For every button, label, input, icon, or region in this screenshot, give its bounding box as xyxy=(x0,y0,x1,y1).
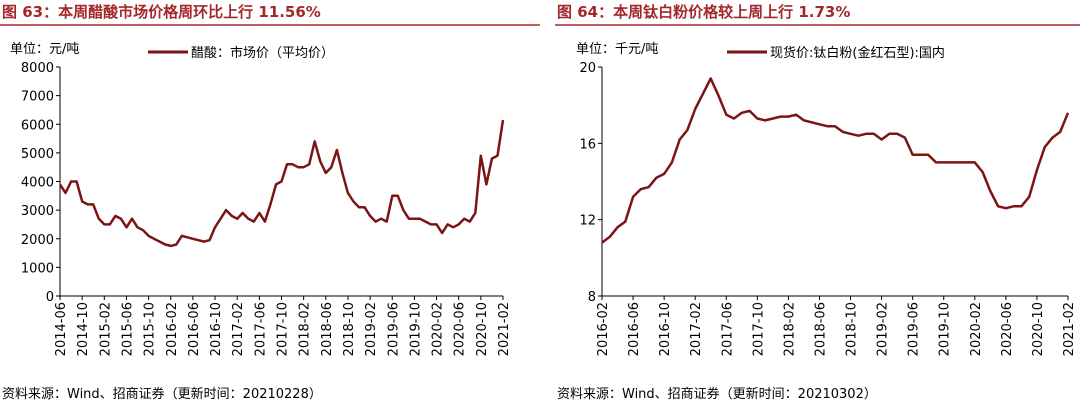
x-tick-label: 2019-02 xyxy=(364,302,379,356)
x-tick-label: 2016-06 xyxy=(627,302,642,356)
chart-panel: 图 64：本周钛白粉价格较上周上行 1.73% 单位：千元/吨 8 12 16 20 201… xyxy=(555,3,1080,402)
x-tick-label: 2019-02 xyxy=(876,302,891,356)
x-tick-label: 2020-02 xyxy=(431,302,446,356)
source-note: 资料来源：Wind、招商证券（更新时间：20210302） xyxy=(557,386,877,402)
y-tick-label: 2000 xyxy=(21,233,54,248)
x-tick-label: 2018-10 xyxy=(342,302,357,356)
x-tick-label: 2017-10 xyxy=(276,302,291,356)
y-tick-label: 5000 xyxy=(21,147,54,162)
x-tick-label: 2015-02 xyxy=(98,302,113,356)
x-tick-label: 2017-02 xyxy=(689,302,704,356)
x-tick-label: 2016-10 xyxy=(658,302,673,356)
x-tick-label: 2019-06 xyxy=(907,302,922,356)
x-tick-label: 2018-02 xyxy=(782,302,797,356)
x-tick-label: 2021-02 xyxy=(497,302,512,356)
source-note: 资料来源：Wind、招商证券（更新时间：20210228） xyxy=(2,386,322,402)
x-tick-label: 2017-06 xyxy=(253,302,268,356)
x-tick-label: 2018-06 xyxy=(813,302,828,356)
x-tick-label: 2018-06 xyxy=(320,302,335,356)
x-tick-label: 2015-10 xyxy=(143,302,158,356)
y-tick-label: 8 xyxy=(588,290,596,305)
x-tick-label: 2014-06 xyxy=(54,302,69,356)
chart-panel: 图 63：本周醋酸市场价格周环比上行 11.56% 单位：元/吨 0 1000 2000… xyxy=(0,3,540,402)
x-tick-label: 2017-02 xyxy=(231,302,246,356)
x-tick-label: 2017-10 xyxy=(751,302,766,356)
x-tick-label: 2019-10 xyxy=(408,302,423,356)
x-tick-label: 2018-02 xyxy=(298,302,313,356)
legend-label: 现货价:钛白粉(金红石型):国内 xyxy=(770,45,945,61)
y-tick-label: 0 xyxy=(46,290,54,305)
x-tick-label: 2020-06 xyxy=(453,302,468,356)
x-tick-label: 2020-10 xyxy=(1031,302,1046,356)
y-tick-label: 20 xyxy=(579,61,596,76)
y-tick-label: 7000 xyxy=(21,90,54,105)
unit-label: 单位：元/吨 xyxy=(10,42,79,57)
x-tick-label: 2018-10 xyxy=(845,302,860,356)
legend-label: 醋酸：市场价（平均价） xyxy=(191,45,334,61)
chart-title: 图 64：本周钛白粉价格较上周上行 1.73% xyxy=(557,3,850,21)
x-tick-label: 2016-02 xyxy=(165,302,180,356)
chart-title: 图 63：本周醋酸市场价格周环比上行 11.56% xyxy=(2,3,321,21)
x-tick-label: 2014-10 xyxy=(76,302,91,356)
x-tick-label: 2017-06 xyxy=(720,302,735,356)
y-tick-label: 12 xyxy=(579,214,596,229)
x-tick-label: 2020-02 xyxy=(969,302,984,356)
y-tick-label: 1000 xyxy=(21,261,54,276)
y-tick-label: 3000 xyxy=(21,204,54,219)
x-tick-label: 2016-06 xyxy=(187,302,202,356)
x-tick-label: 2019-06 xyxy=(386,302,401,356)
x-tick-label: 2016-10 xyxy=(209,302,224,356)
x-tick-label: 2021-02 xyxy=(1062,302,1077,356)
x-tick-label: 2015-06 xyxy=(120,302,135,356)
y-tick-label: 8000 xyxy=(21,61,54,76)
unit-label: 单位：千元/吨 xyxy=(576,42,658,57)
x-tick-label: 2020-06 xyxy=(1000,302,1015,356)
data-line xyxy=(58,119,505,248)
y-tick-label: 16 xyxy=(579,137,596,152)
y-tick-label: 4000 xyxy=(21,176,54,191)
y-tick-label: 6000 xyxy=(21,118,54,133)
x-tick-label: 2016-02 xyxy=(596,302,611,356)
x-tick-label: 2019-10 xyxy=(938,302,953,356)
data-line xyxy=(601,77,1070,244)
x-tick-label: 2020-10 xyxy=(475,302,490,356)
